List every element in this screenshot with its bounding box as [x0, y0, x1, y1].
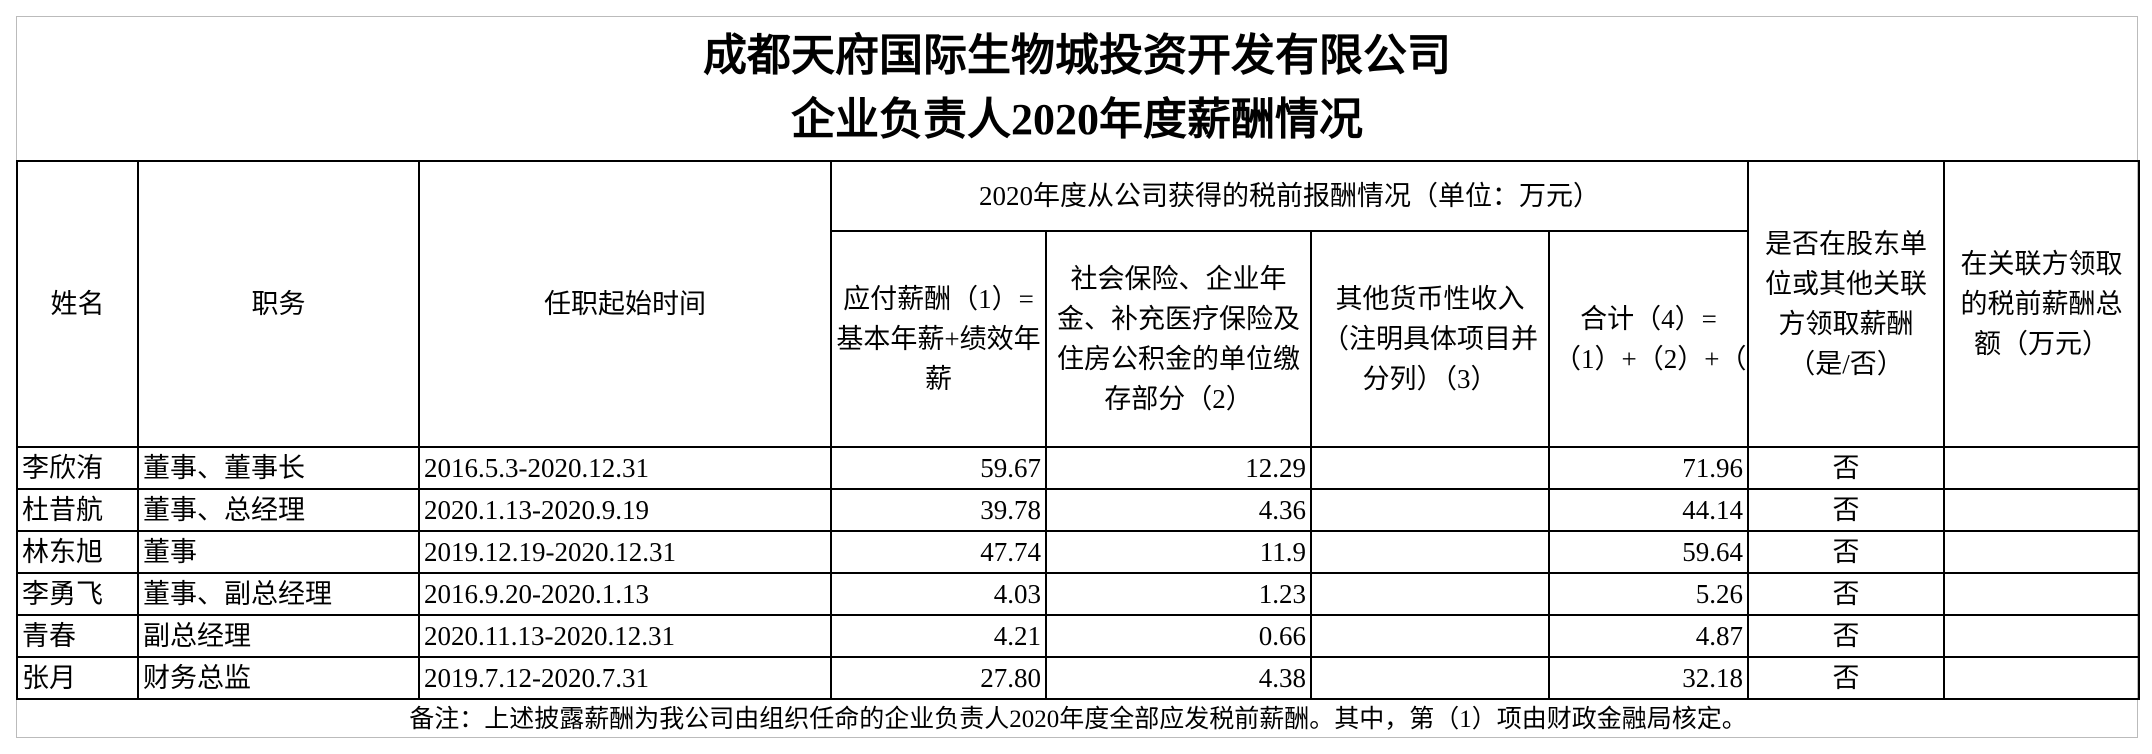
cell-total: 59.64: [1548, 530, 1749, 574]
cell-related-amount: [1943, 530, 2140, 574]
cell-related-amount: [1943, 572, 2140, 616]
table-row: 李勇飞 董事、副总经理 2016.9.20-2020.1.13 4.03 1.23 5.2…: [16, 572, 2140, 616]
cell-insurance: 12.29: [1045, 446, 1312, 490]
cell-term: 2020.1.13-2020.9.19: [418, 488, 832, 532]
cell-salary: 27.80: [830, 656, 1047, 700]
cell-total: 4.87: [1548, 614, 1749, 658]
cell-name: 杜昔航: [16, 488, 139, 532]
cell-salary: 47.74: [830, 530, 1047, 574]
header-related-amount: 在关联方领取的税前薪酬总额（万元）: [1943, 160, 2140, 448]
cell-position: 董事、副总经理: [137, 572, 420, 616]
cell-salary: 4.21: [830, 614, 1047, 658]
header-other: 其他货币性收入（注明具体项目并分列）（3）: [1310, 230, 1550, 448]
cell-insurance: 1.23: [1045, 572, 1312, 616]
header-salary: 应付薪酬（1）=基本年薪+绩效年薪: [830, 230, 1047, 448]
cell-insurance: 4.36: [1045, 488, 1312, 532]
cell-position: 董事: [137, 530, 420, 574]
cell-salary: 39.78: [830, 488, 1047, 532]
cell-salary: 4.03: [830, 572, 1047, 616]
footnote: 备注：上述披露薪酬为我公司由组织任命的企业负责人2020年度全部应发税前薪酬。其…: [17, 698, 2139, 740]
table-row: 杜昔航 董事、总经理 2020.1.13-2020.9.19 39.78 4.36 44.…: [16, 488, 2140, 532]
cell-other: [1310, 530, 1550, 574]
table-row: 青春 副总经理 2020.11.13-2020.12.31 4.21 0.66 4.87 否: [16, 614, 2140, 658]
cell-total: 44.14: [1548, 488, 1749, 532]
cell-name: 李欣洧: [16, 446, 139, 490]
cell-term: 2019.7.12-2020.7.31: [418, 656, 832, 700]
cell-name: 李勇飞: [16, 572, 139, 616]
header-group: 2020年度从公司获得的税前报酬情况（单位：万元）: [830, 160, 1749, 232]
table-row: 李欣洧 董事、董事长 2016.5.3-2020.12.31 59.67 12.29 71…: [16, 446, 2140, 490]
cell-total: 71.96: [1548, 446, 1749, 490]
title-line-2: 企业负责人2020年度薪酬情况: [791, 95, 1363, 144]
cell-position: 副总经理: [137, 614, 420, 658]
table-row: 张月 财务总监 2019.7.12-2020.7.31 27.80 4.38 32.18 否: [16, 656, 2140, 700]
cell-insurance: 0.66: [1045, 614, 1312, 658]
cell-other: [1310, 572, 1550, 616]
cell-related-amount: [1943, 656, 2140, 700]
cell-other: [1310, 488, 1550, 532]
title-line-1: 成都天府国际生物城投资开发有限公司: [703, 31, 1451, 80]
salary-table: 姓名 职务 任职起始时间 2020年度从公司获得的税前报酬情况（单位：万元） 是…: [16, 160, 2140, 740]
cell-insurance: 11.9: [1045, 530, 1312, 574]
cell-other: [1310, 656, 1550, 700]
cell-related-flag: 否: [1747, 446, 1945, 490]
table-row: 林东旭 董事 2019.12.19-2020.12.31 47.74 11.9 59.64…: [16, 530, 2140, 574]
cell-other: [1310, 446, 1550, 490]
cell-term: 2016.9.20-2020.1.13: [418, 572, 832, 616]
cell-position: 董事、董事长: [137, 446, 420, 490]
cell-name: 青春: [16, 614, 139, 658]
cell-salary: 59.67: [830, 446, 1047, 490]
header-related-flag: 是否在股东单位或其他关联方领取薪酬（是/否）: [1747, 160, 1945, 448]
cell-related-amount: [1943, 488, 2140, 532]
header-insurance: 社会保险、企业年金、补充医疗保险及住房公积金的单位缴存部分（2）: [1045, 230, 1312, 448]
header-term: 任职起始时间: [418, 160, 832, 448]
header-name: 姓名: [16, 160, 139, 448]
cell-name: 林东旭: [16, 530, 139, 574]
cell-position: 董事、总经理: [137, 488, 420, 532]
cell-related-flag: 否: [1747, 530, 1945, 574]
cell-related-amount: [1943, 614, 2140, 658]
cell-term: 2019.12.19-2020.12.31: [418, 530, 832, 574]
cell-name: 张月: [16, 656, 139, 700]
cell-related-flag: 否: [1747, 656, 1945, 700]
cell-related-amount: [1943, 446, 2140, 490]
cell-position: 财务总监: [137, 656, 420, 700]
document-title: 成都天府国际生物城投资开发有限公司 企业负责人2020年度薪酬情况: [16, 16, 2138, 160]
cell-related-flag: 否: [1747, 614, 1945, 658]
cell-total: 5.26: [1548, 572, 1749, 616]
cell-insurance: 4.38: [1045, 656, 1312, 700]
cell-other: [1310, 614, 1550, 658]
cell-related-flag: 否: [1747, 488, 1945, 532]
cell-term: 2016.5.3-2020.12.31: [418, 446, 832, 490]
header-position: 职务: [137, 160, 420, 448]
header-total: 合计（4）=（1）+（2）+（3）: [1548, 230, 1749, 448]
cell-term: 2020.11.13-2020.12.31: [418, 614, 832, 658]
cell-total: 32.18: [1548, 656, 1749, 700]
cell-related-flag: 否: [1747, 572, 1945, 616]
